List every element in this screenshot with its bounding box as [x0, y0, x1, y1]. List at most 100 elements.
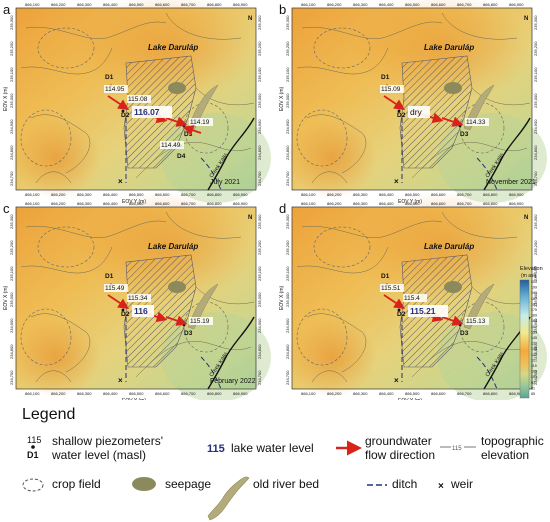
x-tick-top: 866,600 — [155, 201, 170, 206]
x-tick-bottom: 866,800 — [483, 391, 498, 396]
lake-water-level: 116 — [134, 306, 148, 316]
y-tick-left: 234,700 — [285, 171, 290, 186]
piezometer-value: 114.33 — [466, 119, 486, 126]
weir-icon: × — [394, 177, 399, 186]
elevation-tick: 121 — [531, 358, 537, 362]
weir-icon: × — [118, 376, 123, 385]
y-tick-left: 235,200 — [285, 240, 290, 255]
y-tick-left: 235,300 — [285, 15, 290, 30]
y-tick-left: 235,100 — [285, 266, 290, 281]
north-arrow-icon: N — [524, 16, 528, 22]
y-tick-right: 235,000 — [257, 292, 262, 307]
elevation-tick: 97 — [531, 381, 535, 385]
x-tick-top: 866,400 — [379, 2, 394, 7]
y-axis-label: EOV X (m) — [279, 86, 285, 111]
contour-line — [311, 370, 348, 383]
x-tick-bottom: 866,500 — [129, 391, 144, 396]
crop-field — [20, 109, 72, 167]
seepage-area — [444, 281, 462, 293]
elevation-legend-unit: (m asl) — [521, 273, 537, 279]
piezometer-dot — [458, 323, 462, 327]
lake-name-label: Lake Daruláp — [148, 43, 198, 52]
legend-piezometer-label-1: shallow piezometers' — [52, 434, 164, 448]
creek — [207, 117, 255, 191]
y-tick-right: 235,300 — [257, 15, 262, 30]
x-tick-top: 866,600 — [431, 201, 446, 206]
y-tick-right: 234,700 — [533, 370, 538, 385]
y-tick-right: 235,300 — [533, 214, 538, 229]
piezometer-dot — [397, 308, 401, 312]
x-tick-top: 866,800 — [207, 2, 222, 7]
elevation-tick: 115 — [531, 364, 537, 368]
x-tick-top: 866,900 — [509, 2, 524, 7]
ditch — [200, 157, 222, 191]
x-tick-bottom: 866,700 — [181, 391, 196, 396]
piezometer-dot — [121, 308, 125, 312]
x-axis-label: EOV Y (m) — [398, 398, 422, 400]
piezometer-value: 115.51 — [381, 285, 401, 292]
x-tick-bottom: 866,200 — [327, 192, 342, 197]
weir-icon: × — [394, 376, 399, 385]
piezometer-d2: D2 115.34 — [121, 294, 151, 318]
contour-line — [441, 12, 518, 40]
lake-name-label: Lake Daruláp — [424, 43, 474, 52]
x-tick-bottom: 866,700 — [457, 391, 472, 396]
panel-letter: c — [3, 201, 10, 216]
x-tick-bottom: 866,300 — [77, 192, 92, 197]
contour-line — [165, 211, 242, 239]
y-tick-left: 234,700 — [9, 370, 14, 385]
y-tick-left: 235,100 — [9, 266, 14, 281]
legend-lake-sample: 115 — [207, 443, 225, 455]
north-arrow-icon: N — [248, 215, 252, 221]
piezometer-value: 114.19 — [190, 119, 210, 126]
elevation-legend-title: Elevation — [520, 266, 543, 272]
legend-river-label: old river bed — [253, 477, 320, 491]
x-tick-top: 866,300 — [353, 2, 368, 7]
contour-line — [20, 47, 113, 75]
north-arrow-icon: N — [248, 16, 252, 22]
legend-piezometer-id: D1 — [27, 450, 39, 460]
legend-seepage-icon — [132, 477, 156, 491]
elevation-tick: 151 — [531, 330, 537, 334]
y-tick-right: 234,700 — [257, 370, 262, 385]
x-tick-bottom: 866,500 — [405, 192, 420, 197]
piezometer-id: D2 — [121, 112, 130, 119]
north-arrow-icon: N — [524, 215, 528, 221]
x-tick-bottom: 866,100 — [25, 391, 40, 396]
x-tick-top: 866,300 — [77, 201, 92, 206]
x-tick-top: 866,700 — [181, 2, 196, 7]
contour-line — [165, 12, 242, 40]
y-tick-right: 234,900 — [257, 318, 262, 333]
map-frame — [291, 206, 533, 390]
x-tick-bottom: 866,900 — [509, 391, 524, 396]
piezometer-id: D2 — [397, 112, 406, 119]
elevation-legend: Elevation (m asl) 2051991931871811751691… — [519, 266, 543, 399]
lake-name-label: Lake Daruláp — [424, 242, 474, 251]
legend-seepage-label: seepage — [165, 477, 212, 491]
panel-letter: a — [3, 2, 11, 17]
y-tick-left: 235,300 — [285, 214, 290, 229]
x-tick-top: 866,100 — [25, 201, 40, 206]
piezometer-id: D3 — [184, 330, 193, 337]
piezometer-id: D1 — [105, 74, 114, 81]
y-tick-left: 235,100 — [285, 67, 290, 82]
x-tick-top: 866,800 — [483, 201, 498, 206]
ditch — [476, 356, 498, 390]
contour-line — [301, 21, 443, 40]
piezometer-d1: D1 115.09 — [380, 74, 404, 93]
creek — [483, 117, 531, 191]
x-tick-bottom: 866,100 — [301, 192, 316, 197]
y-tick-right: 234,800 — [533, 344, 538, 359]
contour-line — [20, 246, 113, 274]
x-tick-top: 866,700 — [457, 201, 472, 206]
y-tick-right: 234,900 — [533, 119, 538, 134]
y-tick-left: 235,200 — [9, 41, 14, 56]
y-tick-left: 235,000 — [9, 292, 14, 307]
x-tick-top: 866,200 — [51, 2, 66, 7]
ditch — [200, 356, 222, 390]
y-tick-left: 235,200 — [9, 240, 14, 255]
y-tick-right: 235,300 — [257, 214, 262, 229]
